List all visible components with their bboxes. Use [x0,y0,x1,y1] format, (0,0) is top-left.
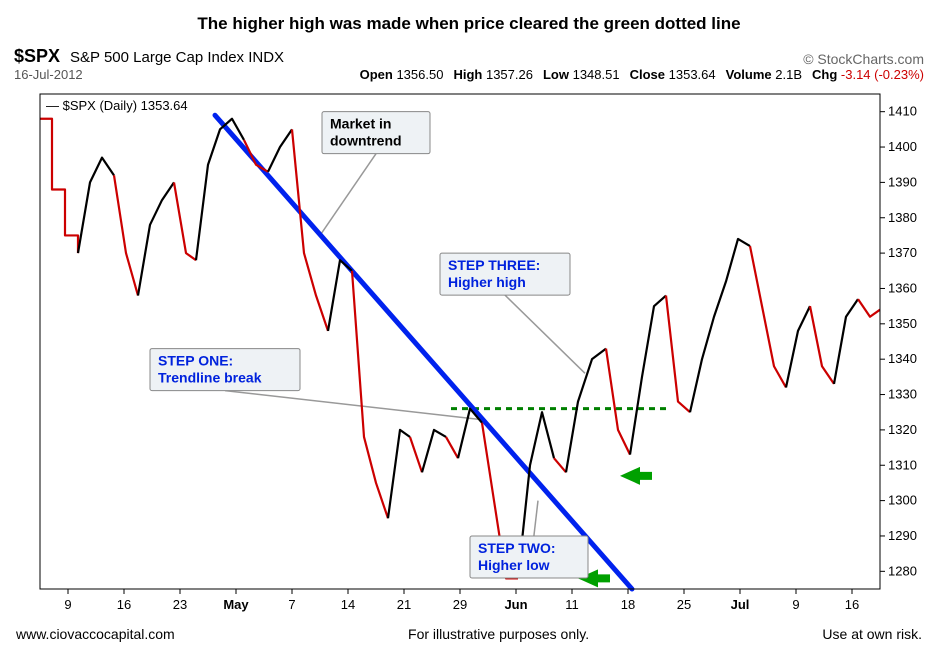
volume-label: Volume [726,67,772,82]
svg-text:7: 7 [288,597,295,612]
svg-text:29: 29 [453,597,467,612]
svg-text:1410: 1410 [888,104,917,119]
svg-text:— $SPX (Daily) 1353.64: — $SPX (Daily) 1353.64 [46,98,188,113]
svg-text:1350: 1350 [888,316,917,331]
svg-text:STEP THREE:: STEP THREE: [448,257,540,273]
ohlc-values: Open 1356.50 High 1357.26 Low 1348.51 Cl… [360,67,924,82]
svg-text:Jun: Jun [504,597,527,612]
svg-text:1380: 1380 [888,210,917,225]
svg-text:May: May [223,597,249,612]
header-row: $SPX S&P 500 Large Cap Index INDX © Stoc… [10,46,928,67]
svg-text:Higher low: Higher low [478,557,550,573]
footer-left: www.ciovaccocapital.com [16,626,175,642]
svg-text:18: 18 [621,597,635,612]
close-label: Close [630,67,665,82]
volume-value: 2.1B [775,67,802,82]
svg-text:16: 16 [117,597,131,612]
svg-text:9: 9 [64,597,71,612]
chg-value: -3.14 (-0.23%) [841,67,924,82]
svg-text:14: 14 [341,597,355,612]
chg-label: Chg [812,67,837,82]
svg-text:1320: 1320 [888,422,917,437]
svg-text:1280: 1280 [888,563,917,578]
svg-text:1290: 1290 [888,528,917,543]
open-value: 1356.50 [396,67,443,82]
svg-text:1360: 1360 [888,280,917,295]
svg-text:1340: 1340 [888,351,917,366]
svg-text:23: 23 [173,597,187,612]
footer-row: www.ciovaccocapital.com For illustrative… [10,624,928,642]
high-value: 1357.26 [486,67,533,82]
close-value: 1353.64 [669,67,716,82]
svg-text:downtrend: downtrend [330,133,402,149]
svg-text:Trendline break: Trendline break [158,370,262,386]
chart-date: 16-Jul-2012 [14,67,83,82]
svg-text:21: 21 [397,597,411,612]
svg-text:1390: 1390 [888,174,917,189]
svg-text:Jul: Jul [731,597,750,612]
svg-text:16: 16 [845,597,859,612]
ticker-description: S&P 500 Large Cap Index INDX [70,49,284,66]
svg-text:STEP TWO:: STEP TWO: [478,540,556,556]
svg-text:25: 25 [677,597,691,612]
svg-text:1400: 1400 [888,139,917,154]
svg-text:11: 11 [565,597,579,612]
chart-area: 1280 1290 1300 1310 1320 1330 1340 1350 1360 1370… [10,84,928,624]
footer-right: Use at own risk. [822,626,922,642]
svg-text:STEP ONE:: STEP ONE: [158,353,233,369]
svg-text:Market in: Market in [330,116,391,132]
svg-text:Higher high: Higher high [448,274,526,290]
svg-text:1310: 1310 [888,457,917,472]
attribution: © StockCharts.com [803,51,924,67]
ohlc-row: 16-Jul-2012 Open 1356.50 High 1357.26 Lo… [10,67,928,84]
high-label: High [453,67,482,82]
footer-center: For illustrative purposes only. [408,626,589,642]
ticker-symbol: $SPX [14,46,60,67]
price-chart: 1280 1290 1300 1310 1320 1330 1340 1350 1360 1370… [10,84,928,624]
chart-title: The higher high was made when price clea… [10,14,928,34]
svg-text:9: 9 [792,597,799,612]
low-label: Low [543,67,569,82]
svg-text:1330: 1330 [888,387,917,402]
low-value: 1348.51 [573,67,620,82]
open-label: Open [360,67,393,82]
svg-text:1300: 1300 [888,493,917,508]
svg-text:1370: 1370 [888,245,917,260]
